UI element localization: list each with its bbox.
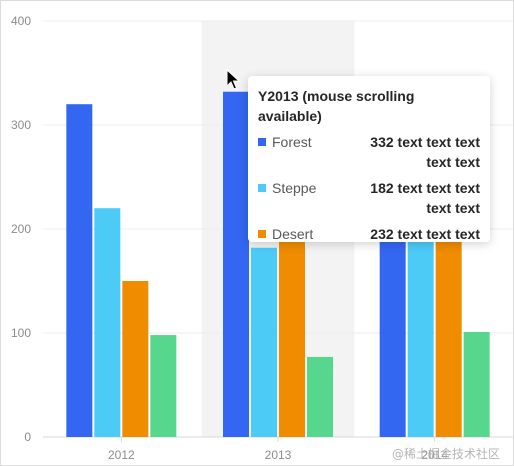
bars-group[interactable] [66,91,490,438]
bar-forest-2013[interactable] [223,91,249,437]
bar-wetland-2013[interactable] [307,356,333,437]
bar-steppe-2014[interactable] [407,238,434,437]
tooltip-series-name: Desert [272,226,314,242]
tooltip-series-value: 182 text text text text text [370,180,480,216]
x-axis: 2012 2013 2014 [108,437,448,462]
y-axis: 0 100 200 300 400 [11,14,31,444]
tooltip-row-forest: Forest 332 text text text text text [258,132,480,172]
tooltip-title: Y2013 (mouse scrolling available) [258,88,415,124]
mouse-pointer-icon [226,69,240,90]
tooltip-row-steppe: Steppe 182 text text text text text [258,178,480,218]
chart-tooltip: Y2013 (mouse scrolling available) Forest… [248,76,490,242]
tooltip-series-name: Forest [272,134,312,150]
y-tick-label: 0 [24,430,31,444]
bar-steppe-2012[interactable] [94,208,121,437]
bar-wetland-2012[interactable] [150,335,177,437]
bar-wetland-2014[interactable] [463,331,490,437]
tooltip-series-name: Steppe [272,180,317,196]
legend-swatch-icon [258,138,266,146]
tooltip-row-desert: Desert 232 text text text [258,224,480,244]
y-tick-label: 200 [11,222,31,236]
x-tick-label: 2012 [108,448,135,462]
watermark-text: @稀土掘金技术社区 [391,447,500,461]
bar-forest-2012[interactable] [66,104,93,437]
bar-desert-2014[interactable] [435,227,462,437]
x-tick-label: 2013 [265,448,292,462]
legend-swatch-icon [258,184,266,192]
y-tick-label: 100 [11,326,31,340]
x-tick-label: 2014 [421,448,448,462]
bar-desert-2012[interactable] [122,281,149,437]
tooltip-series-value: 332 text text text text text [370,134,480,170]
bar-steppe-2013[interactable] [251,247,277,437]
y-tick-label: 300 [11,118,31,132]
y-tick-label: 400 [11,14,31,28]
tooltip-series-value: 232 text text text [370,226,480,242]
legend-swatch-icon [258,230,266,238]
